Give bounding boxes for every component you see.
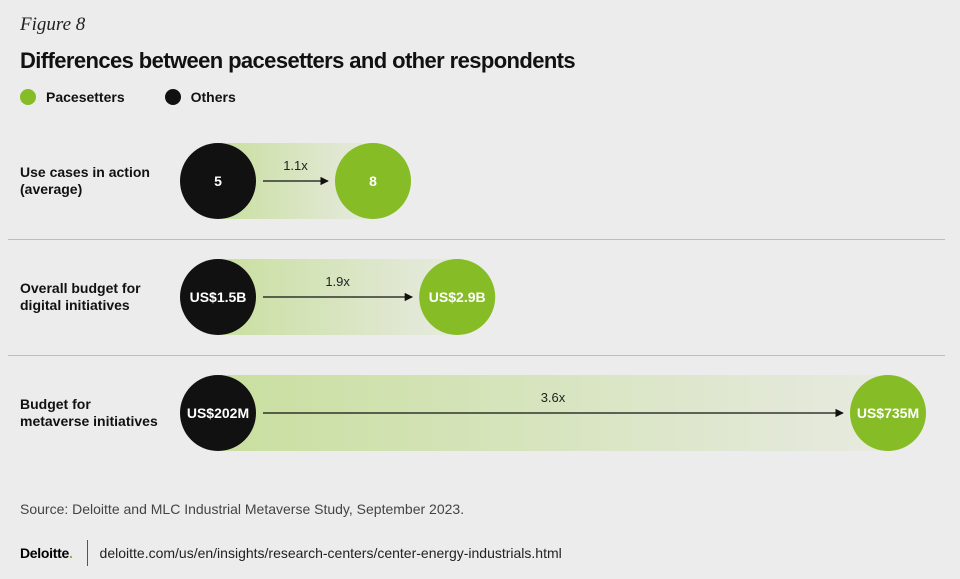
deloitte-logo: Deloitte. xyxy=(20,545,73,561)
row-label-line: Use cases in action xyxy=(20,164,150,180)
legend-item-others: Others xyxy=(164,89,236,105)
brand-name: Deloitte xyxy=(20,545,69,561)
row-label-metaverse-budget: Budget for metaverse initiatives xyxy=(20,396,170,430)
others-value-label: 5 xyxy=(214,173,222,189)
footer-url[interactable]: deloitte.com/us/en/insights/research-cen… xyxy=(99,545,562,561)
dumbbell-row: 1.1x 5 8 xyxy=(180,143,411,219)
multiplier-label: 1.1x xyxy=(283,158,308,173)
row-label-overall-budget: Overall budget for digital initiatives xyxy=(20,280,170,314)
legend-swatch-pacesetters xyxy=(20,89,36,105)
multiplier-label: 3.6x xyxy=(541,390,566,405)
legend: Pacesetters Others xyxy=(20,89,276,105)
brand-dot: . xyxy=(68,545,73,561)
row-label-line: (average) xyxy=(20,181,83,197)
source-note: Source: Deloitte and MLC Industrial Meta… xyxy=(20,501,465,517)
pacesetters-dot xyxy=(850,375,926,451)
legend-item-pacesetters: Pacesetters xyxy=(20,89,125,105)
footer: Deloitte. deloitte.com/us/en/insights/re… xyxy=(20,540,562,566)
row-label-line: Budget for xyxy=(20,396,91,412)
row-label-line: metaverse initiatives xyxy=(20,413,158,429)
pacesetters-value-label: 8 xyxy=(369,173,377,189)
pacesetters-dot xyxy=(419,259,496,335)
others-dot xyxy=(180,259,256,335)
footer-divider xyxy=(86,540,88,566)
others-dot xyxy=(180,143,256,219)
legend-label-pacesetters: Pacesetters xyxy=(46,89,125,105)
legend-swatch-others xyxy=(164,89,181,105)
row-divider xyxy=(8,355,945,356)
others-value-label: US$1.5B xyxy=(190,289,247,305)
dumbbell-chart: 1.1x 5 8 1.9x US$1.5B US$2.9B 3.6x US$202M US$73… xyxy=(180,143,926,451)
figure-label: Figure 8 xyxy=(20,14,86,35)
pacesetters-value-label: US$2.9B xyxy=(429,289,486,305)
pacesetters-value-label: US$735M xyxy=(857,405,919,421)
dumbbell-row: 1.9x US$1.5B US$2.9B xyxy=(180,259,496,335)
row-divider xyxy=(8,239,945,240)
row-label-use-cases: Use cases in action (average) xyxy=(20,164,170,198)
row-label-line: digital initiatives xyxy=(20,297,130,313)
multiplier-label: 1.9x xyxy=(325,274,350,289)
others-value-label: US$202M xyxy=(187,405,249,421)
row-label-line: Overall budget for xyxy=(20,280,141,296)
legend-label-others: Others xyxy=(190,89,236,105)
dumbbell-row: 3.6x US$202M US$735M xyxy=(180,375,926,451)
pacesetters-dot xyxy=(335,143,411,219)
others-dot xyxy=(180,375,256,451)
chart-title: Differences between pacesetters and othe… xyxy=(20,48,576,73)
